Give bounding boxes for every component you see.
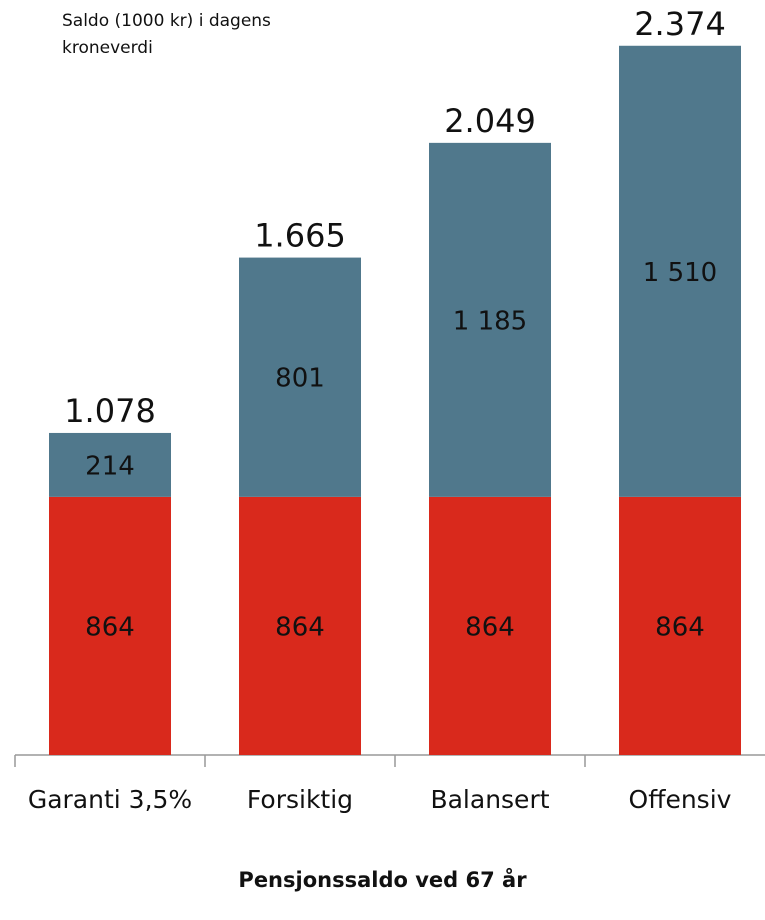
bar-segment	[239, 257, 361, 497]
x-axis-label: Pensjonssaldo ved 67 år	[238, 868, 527, 892]
x-tick-label: Offensiv	[628, 785, 732, 814]
data-label: 801	[275, 364, 325, 394]
data-label: 1 185	[453, 306, 527, 336]
data-label: 864	[275, 612, 325, 642]
bar-segment	[619, 45, 741, 497]
data-label: 864	[465, 612, 515, 642]
x-tick-label: Garanti 3,5%	[27, 785, 193, 814]
x-tick-label: Forsiktig	[246, 785, 354, 814]
total-label: 2.049	[444, 102, 536, 140]
total-label: 1.078	[64, 392, 156, 430]
data-label: 864	[85, 612, 135, 642]
bar-segment	[49, 496, 171, 755]
bar-segment	[429, 142, 551, 497]
bar-segment	[619, 496, 741, 755]
x-tick-label: Balansert	[430, 785, 550, 814]
bar-segment	[49, 432, 171, 497]
bar-segment	[429, 496, 551, 755]
subtitle: Saldo (1000 kr) i dagens kroneverdi	[62, 11, 271, 58]
total-label: 1.665	[254, 217, 346, 255]
total-label: 2.374	[634, 5, 726, 43]
data-label: 214	[85, 451, 135, 481]
data-label: 864	[655, 612, 705, 642]
data-label: 1 510	[643, 258, 717, 288]
bar-segment	[239, 496, 361, 755]
